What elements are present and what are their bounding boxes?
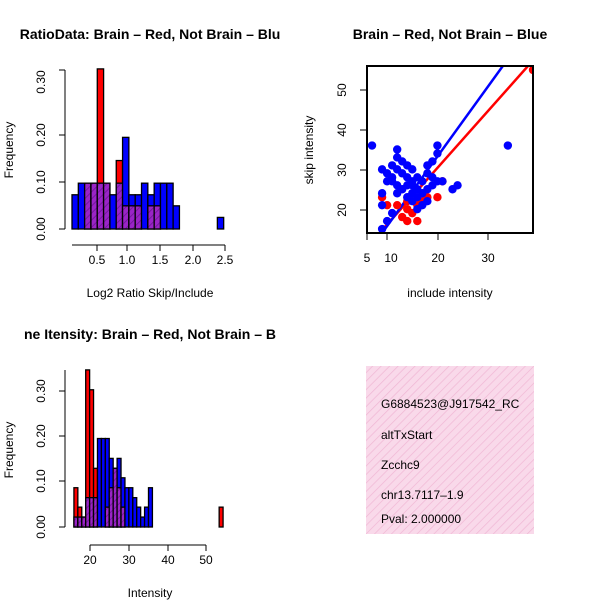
ratio-x-tick: 1.0	[119, 253, 136, 267]
intensity-x-tick: 50	[199, 553, 213, 567]
histogram-bar-overlap	[83, 182, 92, 230]
histogram-bar-overlap	[96, 182, 105, 230]
info-probe-id: G6884523@J917542_RC	[381, 397, 520, 411]
scatter-point-brain	[528, 66, 533, 75]
intensity-histogram-xlabel: Intensity	[128, 586, 173, 600]
info-pval: Pval: 2.000000	[381, 512, 461, 526]
scatter-point-not-brain	[382, 216, 392, 226]
info-gene-name: Zcchc9	[381, 458, 420, 472]
scatter-point-not-brain	[377, 189, 387, 198]
scatter-point-not-brain	[377, 200, 387, 210]
scatter-fit-line-brain	[378, 66, 529, 233]
scatter-point-not-brain	[408, 165, 417, 174]
histogram-bar-not-brain	[147, 487, 154, 528]
histogram-bar-not-brain	[166, 182, 174, 230]
intensity-histogram-ylabel: Frequency	[2, 422, 16, 479]
ratio-x-tick: 2.0	[185, 253, 202, 267]
scatter-point-brain	[403, 216, 412, 226]
ratio-y-tick: 0.30	[34, 70, 48, 94]
histogram-bar-overlap	[134, 205, 143, 230]
info-location: chr13.7117–1.9	[381, 488, 464, 502]
ratio-y-tick: 0.10	[34, 170, 48, 194]
scatter-x-tick: 20	[431, 251, 445, 265]
ratio-histogram-title: RatioData: Brain – Red, Not Brain – Blu	[20, 26, 281, 42]
scatter-point-not-brain	[418, 177, 427, 186]
scatter-x-tick: 30	[481, 251, 495, 265]
scatter-point-brain	[433, 193, 442, 202]
ratio-histogram: RatioData: Brain – Red, Not Brain – Blu …	[2, 26, 280, 300]
histogram-bar-not-brain	[71, 194, 79, 230]
info-panel-background	[366, 366, 534, 534]
scatter-point-not-brain	[367, 141, 377, 150]
intensity-x-tick: 20	[83, 553, 97, 567]
ratio-y-tick: 0.00	[34, 217, 48, 241]
scatter-y-tick: 50	[335, 83, 349, 97]
scatter-ylabel: skip intensity	[302, 116, 316, 185]
scatter-xlabel: include intensity	[407, 286, 492, 300]
histogram-bar-overlap	[115, 182, 124, 230]
intensity-histogram-axes: 20 30 40 50 0.00 0.10 0.20 0.30	[34, 370, 213, 567]
scatter-y-tick: 40	[335, 123, 349, 137]
scatter-y-tick: 20	[335, 203, 349, 217]
intensity-histogram-title: ne Itensity: Brain – Red, Not Brain – B	[24, 326, 276, 342]
scatter-y-tick: 30	[335, 163, 349, 177]
scatter-point-brain	[392, 200, 402, 210]
ratio-x-tick: 1.5	[152, 253, 169, 267]
ratio-histogram-ylabel: Frequency	[2, 122, 16, 179]
histogram-bar-overlap	[102, 182, 111, 230]
scatter-point-not-brain	[377, 224, 387, 233]
scatter-marks	[367, 66, 533, 233]
histogram-bar-overlap	[153, 205, 162, 230]
scatter-point-not-brain	[377, 165, 387, 174]
ratio-x-tick: 2.5	[217, 253, 234, 267]
scatter-frame	[366, 65, 534, 234]
histogram-bar-overlap	[121, 205, 130, 230]
histogram-bar-not-brain	[216, 216, 225, 230]
scatter-point-brain	[413, 216, 422, 226]
scatter-point-not-brain	[438, 177, 447, 186]
scatter-point-not-brain	[387, 177, 397, 186]
histogram-bar-brain	[218, 506, 224, 528]
ratio-x-tick: 0.5	[89, 253, 106, 267]
scatter-x-tick: 10	[384, 251, 398, 265]
scatter-point-not-brain	[503, 141, 513, 150]
intensity-y-tick: 0.30	[34, 379, 48, 403]
scatter-point-not-brain	[387, 208, 397, 218]
ratio-y-tick: 0.20	[34, 123, 48, 147]
scatter-point-not-brain	[423, 196, 432, 206]
histogram-bar-overlap	[128, 205, 136, 230]
intensity-y-tick: 0.10	[34, 469, 48, 493]
histogram-bar-overlap	[90, 182, 98, 230]
scatter-point-not-brain	[433, 149, 442, 158]
scatter-point-not-brain	[453, 181, 462, 190]
histogram-bar-overlap	[147, 205, 155, 230]
info-event-type: altTxStart	[381, 428, 433, 442]
ratio-histogram-axes: 0.5 1.0 1.5 2.0 2.5 0.00 0.10 0.20 0.30	[34, 69, 234, 267]
info-panel: G6884523@J917542_RC altTxStart Zcchc9 ch…	[366, 366, 534, 534]
scatter-axes: 5 10 20 30 20 30 40 50	[335, 83, 495, 265]
ratio-histogram-bars	[71, 68, 225, 230]
intensity-y-tick: 0.20	[34, 424, 48, 448]
scatter-point-not-brain	[428, 157, 437, 166]
histogram-bar-not-brain	[77, 182, 86, 230]
intensity-x-tick: 40	[161, 553, 175, 567]
scatter-point-not-brain	[433, 141, 442, 150]
histogram-bar-not-brain	[159, 182, 168, 230]
intensity-scatter: Brain – Red, Not Brain – Blue include in…	[302, 26, 547, 300]
histogram-bar-not-brain	[140, 182, 149, 230]
intensity-y-tick: 0.00	[34, 515, 48, 539]
scatter-fit-line-not-brain	[381, 66, 504, 233]
intensity-histogram: ne Itensity: Brain – Red, Not Brain – B …	[2, 326, 276, 600]
scatter-point-not-brain	[392, 145, 402, 154]
intensity-histogram-bars	[73, 369, 224, 528]
intensity-x-tick: 30	[122, 553, 136, 567]
scatter-x-tick: 5	[364, 251, 371, 265]
ratio-histogram-xlabel: Log2 Ratio Skip/Include	[87, 286, 214, 300]
scatter-title: Brain – Red, Not Brain – Blue	[353, 26, 548, 42]
histogram-bar-not-brain	[109, 194, 117, 230]
histogram-bar-not-brain	[172, 205, 181, 230]
